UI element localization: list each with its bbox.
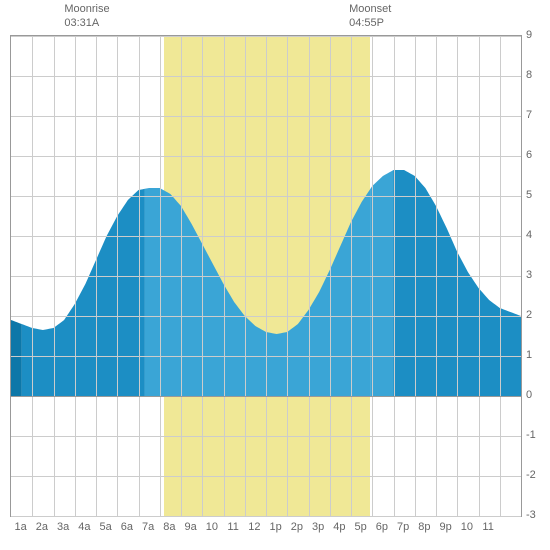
tide-segment — [370, 170, 393, 396]
x-tick: 1a — [15, 521, 27, 533]
y-tick: 8 — [526, 69, 532, 81]
grid-h — [11, 196, 521, 197]
y-tick: 6 — [526, 149, 532, 161]
y-tick: 9 — [526, 29, 532, 41]
y-tick: 5 — [526, 189, 532, 201]
moonrise-label: Moonrise 03:31A — [64, 2, 109, 31]
y-tick: -3 — [526, 509, 536, 521]
x-tick: 2a — [36, 521, 48, 533]
tide-chart: Moonrise 03:31A Moonset 04:55P -3-2-1012… — [0, 0, 550, 550]
y-tick: 1 — [526, 349, 532, 361]
x-tick: 12 — [248, 521, 260, 533]
x-tick: 5a — [100, 521, 112, 533]
x-tick: 8a — [163, 521, 175, 533]
grid-h — [11, 516, 521, 517]
grid-h — [11, 276, 521, 277]
x-tick: 6a — [121, 521, 133, 533]
tide-segment — [145, 188, 164, 396]
y-tick: 3 — [526, 269, 532, 281]
grid-h — [11, 436, 521, 437]
x-tick: 3p — [312, 521, 324, 533]
x-tick: 11 — [227, 521, 238, 533]
grid-h — [11, 36, 521, 37]
y-tick: 7 — [526, 109, 532, 121]
moonset-title: Moonset — [349, 2, 391, 16]
x-tick: 6p — [376, 521, 388, 533]
x-tick: 7a — [142, 521, 154, 533]
y-tick: 2 — [526, 309, 532, 321]
moonset-time: 04:55P — [349, 16, 391, 30]
x-tick: 4a — [78, 521, 90, 533]
x-tick: 7p — [397, 521, 409, 533]
x-tick: 11 — [482, 521, 493, 533]
tide-segment — [164, 189, 370, 396]
x-tick: 3a — [57, 521, 69, 533]
x-tick: 8p — [418, 521, 430, 533]
moonset-label: Moonset 04:55P — [349, 2, 391, 31]
grid-h — [11, 316, 521, 317]
grid-h — [11, 116, 521, 117]
grid-h — [11, 476, 521, 477]
grid-h — [11, 236, 521, 237]
x-tick: 4p — [333, 521, 345, 533]
x-tick: 5p — [355, 521, 367, 533]
x-tick: 9p — [440, 521, 452, 533]
x-tick: 1p — [270, 521, 282, 533]
plot-area — [10, 35, 522, 517]
y-tick: 4 — [526, 229, 532, 241]
grid-h — [11, 396, 521, 397]
moonrise-time: 03:31A — [64, 16, 109, 30]
y-tick: -1 — [526, 429, 536, 441]
y-tick: -2 — [526, 469, 536, 481]
x-tick: 10 — [206, 521, 218, 533]
y-tick: 0 — [526, 389, 532, 401]
x-tick: 2p — [291, 521, 303, 533]
x-tick: 10 — [461, 521, 473, 533]
grid-h — [11, 356, 521, 357]
grid-h — [11, 76, 521, 77]
x-tick: 9a — [185, 521, 197, 533]
grid-h — [11, 156, 521, 157]
tide-segment — [11, 320, 22, 396]
tide-segment — [22, 189, 145, 396]
moonrise-title: Moonrise — [64, 2, 109, 16]
